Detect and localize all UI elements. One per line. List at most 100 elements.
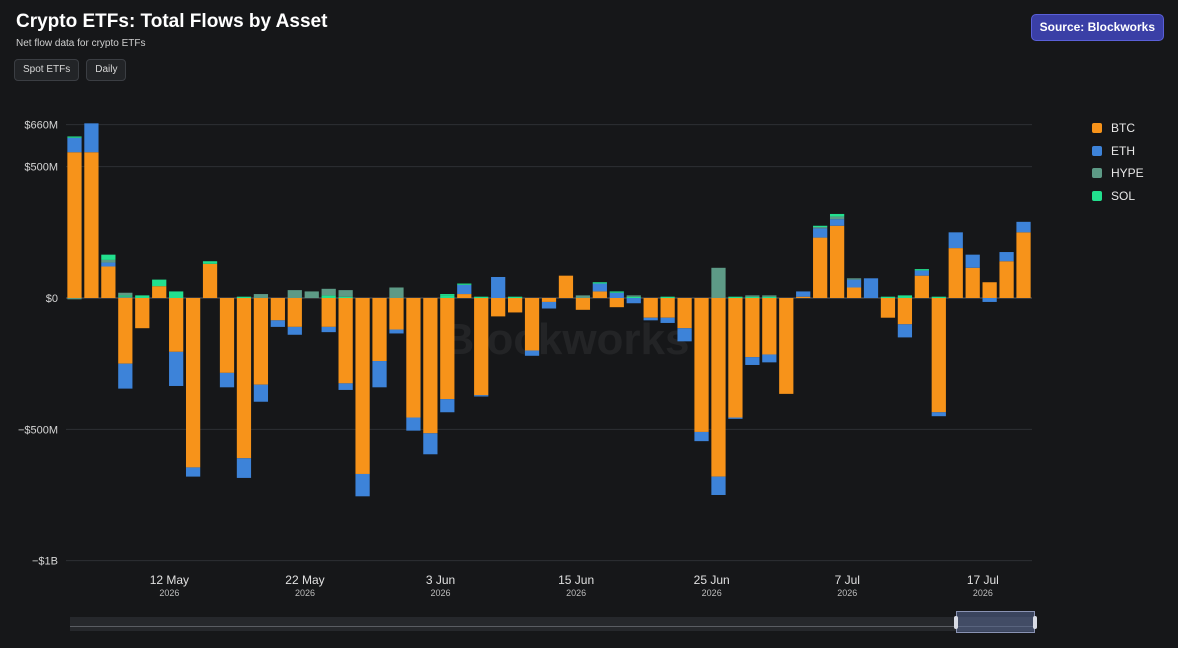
bar-btc [524,298,540,351]
bar-btc [609,298,624,308]
bar-eth [84,123,99,153]
bar-eth [592,283,607,292]
bar-eth [931,412,946,417]
bar-btc [355,298,370,474]
bar-eth [813,228,828,238]
bar-btc [575,298,591,310]
bar-hype [338,290,353,297]
bar-sol [762,296,777,298]
legend-swatch-sol [1092,190,1102,201]
bar-eth [423,433,438,455]
bar-eth [101,262,116,267]
bar-btc [84,152,99,298]
navigator-series-line [70,626,1034,627]
bar-hype [813,227,828,229]
legend-label-btc: BTC [1111,121,1135,136]
chart-legend: BTC ETH HYPE SOL [1092,117,1144,207]
bar-eth [677,328,692,342]
bar-eth [999,252,1014,262]
bar-sol [321,295,336,298]
bar-btc [389,298,404,330]
x-tick-label: 3 Jun [426,573,455,587]
x-tick-label: 7 Jul [835,573,860,587]
bar-btc [338,298,353,384]
bar-btc [558,275,574,298]
bar-sol [897,295,913,298]
bar-btc [660,298,675,318]
bar-sol [169,291,184,298]
bar-sol [202,261,218,264]
bar-eth [185,467,201,477]
bar-btc [880,298,896,318]
bar-eth [914,270,929,276]
bar-hype [67,298,82,300]
bar-sol [660,296,675,298]
bar-btc [829,225,845,298]
bar-eth [355,473,370,497]
range-navigator[interactable] [70,611,1037,633]
bar-eth [236,458,252,478]
bar-btc [67,152,82,298]
bar-eth [745,357,760,365]
bar-eth [643,317,658,321]
bar-btc [152,286,167,298]
bar-eth [829,219,845,226]
bar-btc [118,298,133,364]
bar-sol [592,282,607,284]
bar-eth [948,232,963,249]
bar-eth [169,351,184,386]
daily-filter-button[interactable]: Daily [86,59,127,81]
legend-item-hype[interactable]: HYPE [1092,162,1144,185]
bar-hype [626,295,641,297]
bar-eth [863,278,879,298]
bar-btc [931,298,946,413]
x-tick-year: 2026 [973,588,993,598]
bar-btc [1016,232,1031,298]
legend-swatch-eth [1092,145,1102,156]
bar-sol [67,136,82,138]
chart-title: Crypto ETFs: Total Flows by Asset [16,11,328,32]
bar-eth [406,417,421,431]
bar-btc [202,263,218,298]
x-tick-year: 2026 [702,588,722,598]
y-tick-label: $660M [24,120,58,132]
bar-hype [829,216,845,220]
navigator-right-handle[interactable] [1033,616,1037,629]
bar-btc [287,298,302,327]
navigator-selection-window[interactable] [954,611,1037,633]
legend-item-btc[interactable]: BTC [1092,117,1144,140]
x-tick-year: 2026 [159,588,179,598]
bar-btc [745,298,760,358]
legend-label-hype: HYPE [1111,166,1144,181]
navigator-track[interactable] [70,617,1034,631]
bar-hype [101,259,116,263]
navigator-left-handle[interactable] [954,616,958,629]
bar-sol [609,291,624,293]
bar-eth [1016,221,1031,233]
source-button[interactable]: Source: Blockworks [1030,14,1164,41]
bar-btc [999,261,1014,298]
bar-sol [338,296,353,298]
bar-btc [406,298,421,418]
bar-eth [338,383,353,390]
bar-eth [524,350,540,356]
bar-eth [846,279,862,288]
bar-btc [253,298,269,385]
x-tick-year: 2026 [295,588,315,598]
bar-eth [118,363,133,389]
legend-item-eth[interactable]: ETH [1092,140,1144,163]
bar-eth [389,329,404,334]
spot-etfs-filter-button[interactable]: Spot ETFs [14,59,80,81]
legend-item-sol[interactable]: SOL [1092,185,1144,208]
bar-sol [118,295,133,297]
bar-hype [118,292,133,296]
bar-btc [507,298,523,313]
bar-btc [101,266,116,298]
bar-btc [677,298,692,329]
bar-eth [660,317,675,323]
bar-eth [457,284,472,295]
bar-eth [491,276,506,298]
bar-sol [626,296,641,298]
bar-btc [135,298,150,329]
